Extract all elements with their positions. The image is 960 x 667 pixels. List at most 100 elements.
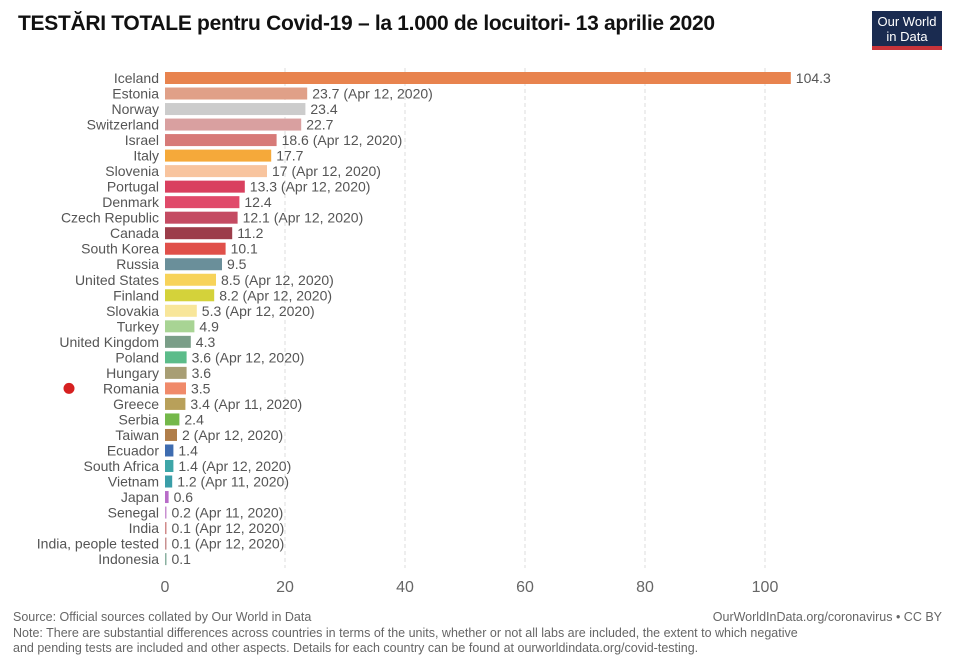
value-label: 8.2 (Apr 12, 2020) bbox=[219, 287, 332, 303]
value-label: 1.4 bbox=[178, 442, 198, 458]
bar-estonia bbox=[165, 87, 308, 100]
category-label: Senegal bbox=[108, 505, 159, 521]
category-label: Iceland bbox=[114, 70, 159, 86]
category-label: Ecuador bbox=[107, 442, 159, 458]
category-label: Russia bbox=[116, 256, 159, 272]
value-label: 13.3 (Apr 12, 2020) bbox=[250, 179, 371, 195]
value-label: 0.1 bbox=[172, 551, 192, 567]
credit-link[interactable]: OurWorldInData.org/coronavirus • CC BY bbox=[712, 610, 942, 624]
value-label: 5.3 (Apr 12, 2020) bbox=[202, 303, 315, 319]
value-label: 4.3 bbox=[196, 334, 216, 350]
logo-line-1: Our World bbox=[877, 14, 937, 29]
category-label: United States bbox=[75, 272, 159, 288]
value-label: 23.4 bbox=[310, 101, 337, 117]
value-label: 12.1 (Apr 12, 2020) bbox=[243, 210, 364, 226]
value-label: 3.5 bbox=[191, 380, 211, 396]
value-label: 2 (Apr 12, 2020) bbox=[182, 427, 283, 443]
category-label: Canada bbox=[110, 225, 159, 241]
category-label: Slovenia bbox=[105, 163, 159, 179]
owid-logo[interactable]: Our World in Data bbox=[872, 11, 942, 50]
bar-united-states bbox=[165, 273, 216, 286]
note-line-2: and pending tests are included and other… bbox=[13, 641, 699, 655]
bar-chart: 0 20 40 60 80 100 Iceland 104.3 Estonia 23.7 (Apr… bbox=[37, 68, 831, 596]
value-label: 12.4 bbox=[244, 194, 271, 210]
source-text: Source: Official sources collated by Our… bbox=[13, 610, 312, 624]
category-label: Romania bbox=[103, 380, 159, 396]
category-label: Finland bbox=[113, 287, 159, 303]
note-line-1: Note: There are substantial differences … bbox=[13, 626, 798, 640]
bar-south-korea bbox=[165, 242, 226, 255]
value-label: 23.7 (Apr 12, 2020) bbox=[312, 86, 433, 102]
x-tick-label: 100 bbox=[752, 579, 779, 596]
category-label: Greece bbox=[113, 396, 159, 412]
bar-czech-republic bbox=[165, 211, 238, 224]
category-label: Estonia bbox=[112, 86, 159, 102]
category-label: India bbox=[129, 520, 160, 536]
value-label: 3.6 (Apr 12, 2020) bbox=[192, 349, 305, 365]
category-label: South Africa bbox=[84, 458, 160, 474]
bar-japan bbox=[165, 491, 169, 504]
bar-slovenia bbox=[165, 165, 267, 178]
value-label: 17 (Apr 12, 2020) bbox=[272, 163, 381, 179]
category-label: Serbia bbox=[119, 411, 160, 427]
value-label: 1.2 (Apr 11, 2020) bbox=[177, 474, 289, 490]
bar-serbia bbox=[165, 413, 180, 426]
bar-israel bbox=[165, 134, 277, 147]
bar-denmark bbox=[165, 196, 240, 209]
bar-taiwan bbox=[165, 428, 177, 441]
category-label: Indonesia bbox=[98, 551, 159, 567]
x-tick-label: 60 bbox=[516, 579, 534, 596]
bar-romania bbox=[165, 382, 186, 395]
value-label: 3.4 (Apr 11, 2020) bbox=[190, 396, 302, 412]
bar-ecuador bbox=[165, 444, 174, 457]
x-tick-label: 20 bbox=[276, 579, 294, 596]
value-label: 18.6 (Apr 12, 2020) bbox=[282, 132, 403, 148]
value-label: 9.5 bbox=[227, 256, 247, 272]
x-tick-label: 0 bbox=[161, 579, 170, 596]
chart-title: TESTĂRI TOTALE pentru Covid-19 – la 1.00… bbox=[18, 12, 715, 35]
bar-canada bbox=[165, 227, 233, 240]
bar-russia bbox=[165, 258, 222, 271]
bar-turkey bbox=[165, 320, 195, 333]
bar-senegal bbox=[165, 506, 167, 519]
bar-switzerland bbox=[165, 118, 302, 131]
value-label: 11.2 bbox=[237, 225, 263, 241]
bar-india-people-tested bbox=[165, 537, 167, 550]
category-label: Denmark bbox=[102, 194, 160, 210]
value-label: 4.9 bbox=[199, 318, 219, 334]
x-tick-label: 80 bbox=[636, 579, 654, 596]
highlight-marker bbox=[63, 382, 75, 394]
category-label: Hungary bbox=[106, 365, 159, 381]
bar-vietnam bbox=[165, 475, 173, 488]
value-label: 2.4 bbox=[184, 411, 204, 427]
logo-line-2: in Data bbox=[886, 29, 928, 44]
category-label: Turkey bbox=[117, 318, 159, 334]
category-label: Portugal bbox=[107, 179, 159, 195]
bar-hungary bbox=[165, 366, 187, 379]
category-label: Poland bbox=[115, 349, 159, 365]
category-label: Vietnam bbox=[108, 474, 159, 490]
category-label: Switzerland bbox=[87, 117, 159, 133]
value-label: 3.6 bbox=[192, 365, 212, 381]
bar-iceland bbox=[165, 72, 791, 84]
value-label: 22.7 bbox=[306, 117, 333, 133]
bar-italy bbox=[165, 149, 272, 162]
category-label: Taiwan bbox=[115, 427, 159, 443]
category-label: Japan bbox=[121, 489, 159, 505]
bar-greece bbox=[165, 397, 186, 410]
value-label: 104.3 bbox=[796, 70, 831, 86]
value-label: 1.4 (Apr 12, 2020) bbox=[178, 458, 291, 474]
bar-united-kingdom bbox=[165, 335, 191, 348]
value-label: 8.5 (Apr 12, 2020) bbox=[221, 272, 334, 288]
value-label: 0.2 (Apr 11, 2020) bbox=[172, 505, 284, 521]
category-label: United Kingdom bbox=[59, 334, 159, 350]
bar-india bbox=[165, 522, 167, 535]
value-label: 0.6 bbox=[174, 489, 194, 505]
bar-south-africa bbox=[165, 460, 174, 472]
category-label: Slovakia bbox=[106, 303, 159, 319]
category-label: Norway bbox=[112, 101, 159, 117]
bar-portugal bbox=[165, 180, 245, 193]
category-label: Czech Republic bbox=[61, 210, 159, 226]
category-label: India, people tested bbox=[37, 536, 159, 552]
value-label: 10.1 bbox=[231, 241, 258, 257]
